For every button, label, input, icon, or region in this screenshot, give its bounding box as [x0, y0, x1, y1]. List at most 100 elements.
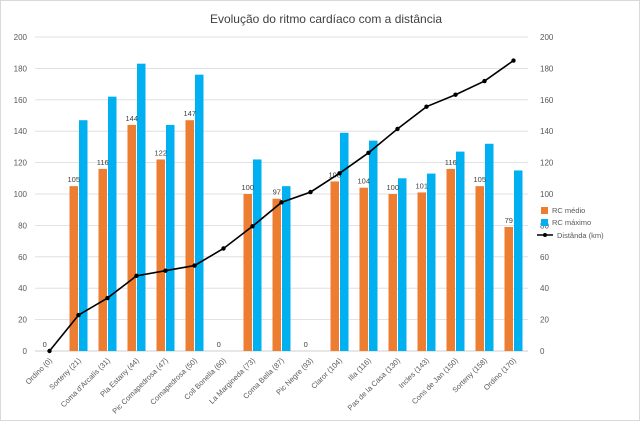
legend-swatch-distance-marker — [543, 233, 547, 237]
distance-point — [279, 200, 284, 205]
bar-rc-maximo — [398, 178, 407, 351]
data-label-rc-medio: 105 — [67, 175, 80, 184]
data-label-rc-medio: 101 — [415, 181, 428, 190]
data-label-rc-medio: 104 — [357, 177, 370, 186]
data-label-rc-medio: 97 — [273, 188, 281, 197]
data-label-rc-medio: 0 — [43, 340, 47, 349]
right-tick-label: 180 — [540, 64, 554, 73]
left-tick-label: 20 — [18, 316, 27, 325]
bar-rc-maximo — [369, 140, 378, 351]
bar-rc-medio — [475, 186, 484, 351]
right-tick-label: 0 — [540, 347, 545, 356]
data-label-rc-medio: 100 — [386, 183, 399, 192]
bar-rc-maximo — [195, 74, 204, 352]
left-tick-label: 200 — [14, 33, 28, 42]
left-tick-label: 160 — [14, 96, 28, 105]
data-label-rc-medio: 0 — [217, 340, 221, 349]
bar-rc-maximo — [137, 63, 146, 351]
right-tick-label: 20 — [540, 316, 549, 325]
data-label-rc-medio: 147 — [183, 109, 196, 118]
left-tick-label: 180 — [14, 64, 28, 73]
category-label: Coma d'Arcalís (31) — [59, 356, 112, 409]
left-tick-label: 120 — [14, 159, 28, 168]
data-label-rc-medio: 116 — [445, 158, 457, 167]
left-tick-label: 140 — [14, 127, 28, 136]
bar-rc-maximo — [253, 159, 262, 351]
bar-rc-maximo — [340, 132, 349, 351]
bar-rc-medio — [272, 198, 281, 351]
left-tick-label: 100 — [14, 190, 28, 199]
distance-point — [366, 150, 371, 156]
left-tick-label: 80 — [18, 221, 27, 230]
bar-rc-medio — [69, 186, 78, 351]
bar-rc-maximo — [108, 96, 117, 351]
distance-point — [511, 58, 516, 63]
bar-rc-maximo — [514, 170, 523, 351]
chart-title: Evolução do ritmo cardíaco com a distânc… — [210, 12, 442, 26]
bar-rc-maximo — [485, 143, 494, 351]
bar-rc-maximo — [427, 173, 436, 351]
data-label-rc-medio: 122 — [154, 148, 167, 157]
data-labels: 0 105 116 144 122 147 0 100 97 0 108 104 100 101 116 10… — [43, 109, 513, 349]
right-tick-label: 200 — [540, 33, 554, 42]
left-axis-ticks: 0 20 40 60 80 100 120 140 160 180 200 — [14, 33, 28, 356]
distance-point — [192, 263, 197, 268]
bar-rc-medio — [98, 168, 107, 351]
category-label: Pic Comapedrosa (47) — [110, 356, 170, 416]
distance-point — [134, 273, 139, 279]
legend-label-distance: Distânda (km) — [557, 231, 604, 240]
distance-point — [424, 104, 429, 109]
data-label-rc-medio: 79 — [505, 216, 513, 225]
legend-swatch-rc-maximo — [541, 219, 548, 226]
bar-rc-medio — [156, 159, 165, 351]
distance-point — [76, 312, 81, 318]
bar-rc-medio — [504, 226, 513, 351]
data-label-rc-medio: 144 — [125, 114, 138, 123]
right-tick-label: 60 — [540, 253, 549, 262]
distance-point — [47, 348, 52, 354]
legend-label-rc-medio: RC médio — [552, 206, 585, 215]
right-tick-label: 160 — [540, 96, 554, 105]
bar-rc-medio — [417, 192, 426, 351]
data-label-rc-medio: 0 — [304, 340, 308, 349]
bar-rc-maximo — [456, 151, 465, 351]
category-labels: Ordino (0)Sorteny (21)Coma d'Arcalís (31… — [24, 356, 519, 416]
bar-rc-medio — [446, 168, 455, 351]
distance-point — [308, 189, 313, 195]
distance-point — [453, 92, 458, 97]
category-label: Illa (116) — [346, 356, 373, 383]
distance-line-series — [47, 58, 516, 354]
distance-point — [482, 78, 487, 84]
right-tick-label: 40 — [540, 284, 549, 293]
bar-rc-medio — [330, 181, 339, 351]
category-label: Pas de la Casa (130) — [346, 356, 403, 413]
distance-point — [163, 268, 168, 273]
bar-rc-medio — [359, 187, 368, 351]
data-label-rc-medio: 108 — [328, 170, 341, 179]
data-label-rc-medio: 100 — [241, 183, 254, 192]
data-label-rc-medio: 116 — [97, 158, 109, 167]
bar-rc-maximo — [79, 120, 88, 352]
bar-series — [69, 63, 523, 352]
distance-point — [395, 126, 400, 132]
bar-rc-maximo — [166, 124, 175, 351]
legend-label-rc-maximo: RC máximo — [552, 218, 591, 227]
left-tick-label: 60 — [18, 253, 27, 262]
bar-rc-medio — [243, 194, 252, 351]
data-label-rc-medio: 105 — [473, 175, 486, 184]
right-tick-label: 120 — [540, 159, 554, 168]
right-tick-label: 100 — [540, 190, 554, 199]
distance-point — [337, 171, 342, 176]
bar-rc-medio — [127, 124, 136, 351]
bar-rc-medio — [185, 120, 194, 352]
legend: RC médio RC máximo Distânda (km) — [537, 206, 604, 240]
distance-line — [48, 59, 514, 352]
bar-rc-maximo — [282, 186, 291, 351]
distance-point — [221, 246, 226, 251]
distance-point — [250, 224, 255, 229]
right-tick-label: 140 — [540, 127, 554, 136]
distance-point — [105, 295, 110, 301]
